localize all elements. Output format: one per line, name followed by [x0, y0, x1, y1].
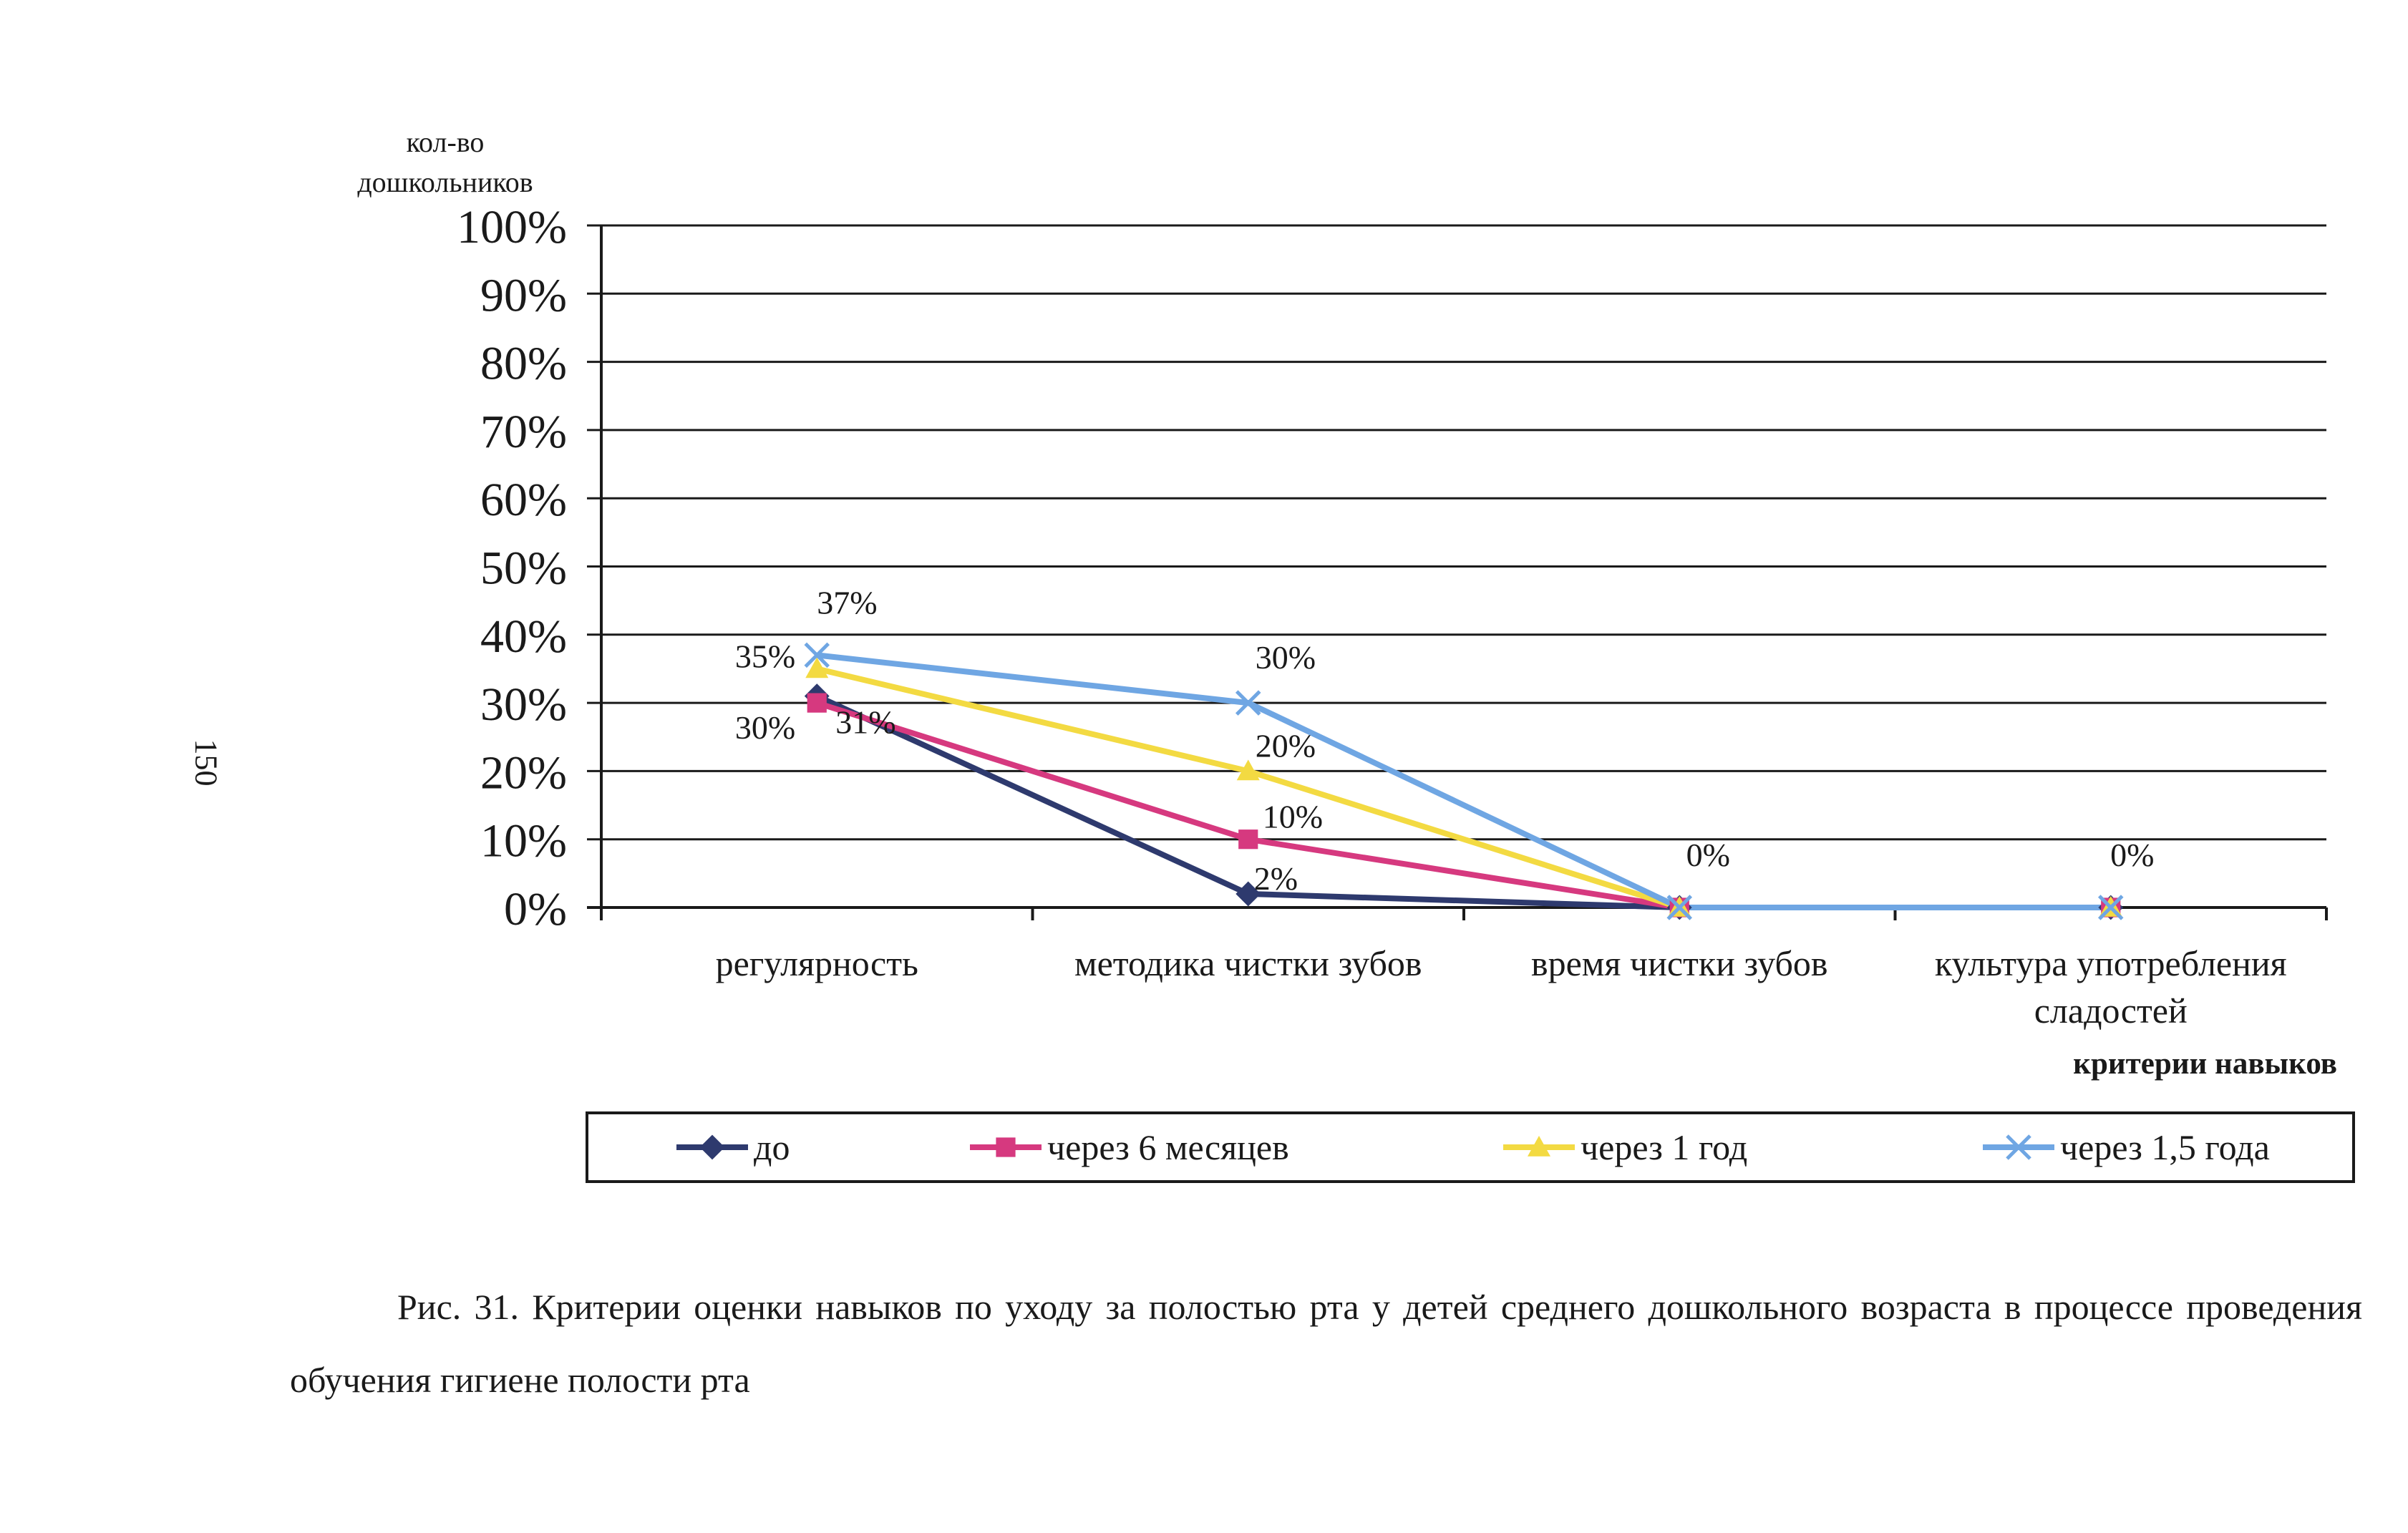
figure-caption: Рис. 31. Критерии оценки навыков по уход… — [290, 1287, 2362, 1400]
y-axis-title-line: дошкольников — [357, 166, 533, 198]
y-tick-label: 100% — [457, 201, 567, 253]
x-axis-title: критерии навыков — [2073, 1047, 2337, 1081]
axes — [587, 225, 2328, 920]
square-marker — [1238, 829, 1258, 850]
legend-box — [586, 1111, 2355, 1183]
triangle-marker — [1236, 759, 1260, 781]
legend: до через 6 месяцев через 1 год через 1,5 го… — [676, 1127, 2270, 1167]
data-label: 35% — [735, 638, 795, 674]
legend-label: через 1 год — [1581, 1127, 1747, 1167]
data-label: 10% — [1263, 799, 1323, 835]
square-marker — [996, 1137, 1016, 1157]
x-tick-label: методика чистки зубов — [1074, 943, 1422, 983]
triangle-marker — [1528, 1136, 1550, 1157]
data-labels: 37% 35% 30% 31% 30% 20% 10% 2% 0% 0% — [735, 584, 2154, 897]
x-marker-stroke — [1235, 690, 1261, 716]
legend-item: через 1,5 года — [1983, 1127, 2270, 1167]
triangle-marker — [805, 657, 829, 678]
x-tick-labels: регулярность методика чистки зубов время ч… — [716, 943, 2287, 1031]
x-marker-stroke — [1666, 895, 1693, 920]
data-label: 30% — [1256, 639, 1316, 676]
legend-label: до — [754, 1127, 790, 1167]
y-tick-label: 0% — [504, 883, 567, 935]
y-axis-title: кол-во дошкольников — [357, 126, 533, 198]
x-tick-label: время чистки зубов — [1531, 943, 1828, 983]
legend-item: через 1 год — [1503, 1127, 1747, 1167]
series-line — [816, 652, 2111, 910]
line-chart: кол-во дошкольников 0% 10% 20% 30% 40% 50% 60% 7… — [357, 126, 2355, 1183]
data-label: 0% — [1686, 837, 1730, 873]
y-tick-label: 80% — [480, 338, 567, 390]
page-number: 150 — [188, 739, 224, 787]
data-label: 2% — [1254, 860, 1298, 897]
series-markers — [804, 642, 2124, 920]
y-tick-label: 40% — [480, 610, 567, 663]
x-marker-stroke — [804, 642, 830, 668]
x-marker-stroke — [2097, 895, 2124, 920]
y-tick-label: 30% — [480, 678, 567, 731]
y-tick-label: 90% — [480, 269, 567, 321]
x-marker-stroke — [2006, 1134, 2031, 1160]
legend-item: через 6 месяцев — [970, 1127, 1289, 1167]
y-tick-label: 70% — [480, 406, 567, 458]
data-label: 31% — [835, 704, 895, 741]
series-lines — [815, 652, 2111, 910]
diamond-marker — [1235, 881, 1261, 907]
x-tick-label: сладостей — [2034, 991, 2188, 1031]
data-label: 0% — [2110, 837, 2154, 873]
y-axis-title-line: кол-во — [407, 126, 485, 158]
x-tick-label: культура употребления — [1935, 943, 2287, 983]
y-tick-label: 20% — [480, 746, 567, 799]
legend-label: через 1,5 года — [2060, 1127, 2270, 1167]
data-label: 37% — [817, 584, 877, 620]
y-tick-label: 10% — [480, 815, 567, 867]
gridlines — [587, 224, 2326, 841]
diamond-marker — [699, 1134, 725, 1160]
y-tick-label: 60% — [480, 474, 567, 526]
data-label: 30% — [735, 709, 795, 746]
y-tick-label: 50% — [480, 542, 567, 595]
legend-item: до — [676, 1127, 790, 1167]
x-tick-label: регулярность — [716, 943, 918, 983]
legend-label: через 6 месяцев — [1047, 1127, 1289, 1167]
square-marker — [807, 693, 827, 713]
data-label: 20% — [1256, 727, 1316, 764]
y-tick-labels: 0% 10% 20% 30% 40% 50% 60% 70% 80% 90% 100% — [457, 201, 567, 935]
